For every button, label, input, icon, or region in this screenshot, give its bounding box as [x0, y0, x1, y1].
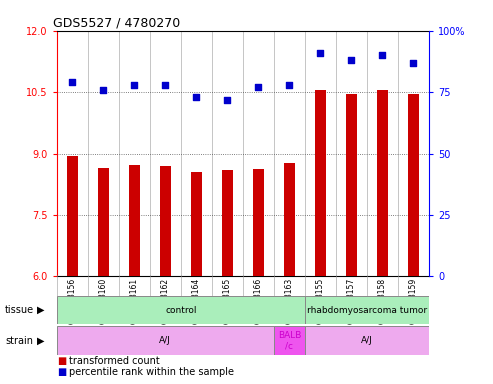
Point: [99, 87, 107, 93]
Point: [223, 96, 231, 103]
Bar: [305, 296, 429, 324]
Text: rhabdomyosarcoma tumor: rhabdomyosarcoma tumor: [307, 306, 427, 314]
Point: [348, 57, 355, 63]
Text: A/J: A/J: [361, 336, 373, 345]
Point: [161, 82, 169, 88]
Point: [410, 60, 418, 66]
Text: control: control: [165, 306, 197, 314]
Text: tissue: tissue: [5, 305, 34, 315]
Text: GDS5527 / 4780270: GDS5527 / 4780270: [53, 17, 180, 30]
Text: ▶: ▶: [37, 305, 45, 315]
Bar: [160, 166, 171, 276]
Bar: [67, 156, 77, 276]
Text: ▶: ▶: [37, 336, 45, 346]
Text: strain: strain: [5, 336, 33, 346]
Point: [130, 82, 138, 88]
Text: A/J: A/J: [159, 336, 171, 345]
Text: ■: ■: [57, 367, 66, 377]
Text: ■: ■: [57, 356, 66, 366]
Point: [285, 82, 293, 88]
Bar: [98, 168, 108, 276]
Bar: [315, 90, 326, 276]
Text: transformed count: transformed count: [69, 356, 160, 366]
Point: [254, 84, 262, 90]
Point: [317, 50, 324, 56]
Point: [68, 79, 76, 85]
Bar: [408, 94, 419, 276]
Point: [192, 94, 200, 100]
Point: [379, 52, 387, 58]
Bar: [274, 326, 305, 355]
Text: percentile rank within the sample: percentile rank within the sample: [69, 367, 234, 377]
Text: BALB
/c: BALB /c: [278, 331, 301, 351]
Bar: [284, 162, 295, 276]
Bar: [222, 170, 233, 276]
Bar: [57, 326, 274, 355]
Bar: [191, 172, 202, 276]
Bar: [377, 90, 388, 276]
Bar: [57, 296, 305, 324]
Bar: [129, 165, 140, 276]
Bar: [346, 94, 357, 276]
Bar: [253, 169, 264, 276]
Bar: [305, 326, 429, 355]
